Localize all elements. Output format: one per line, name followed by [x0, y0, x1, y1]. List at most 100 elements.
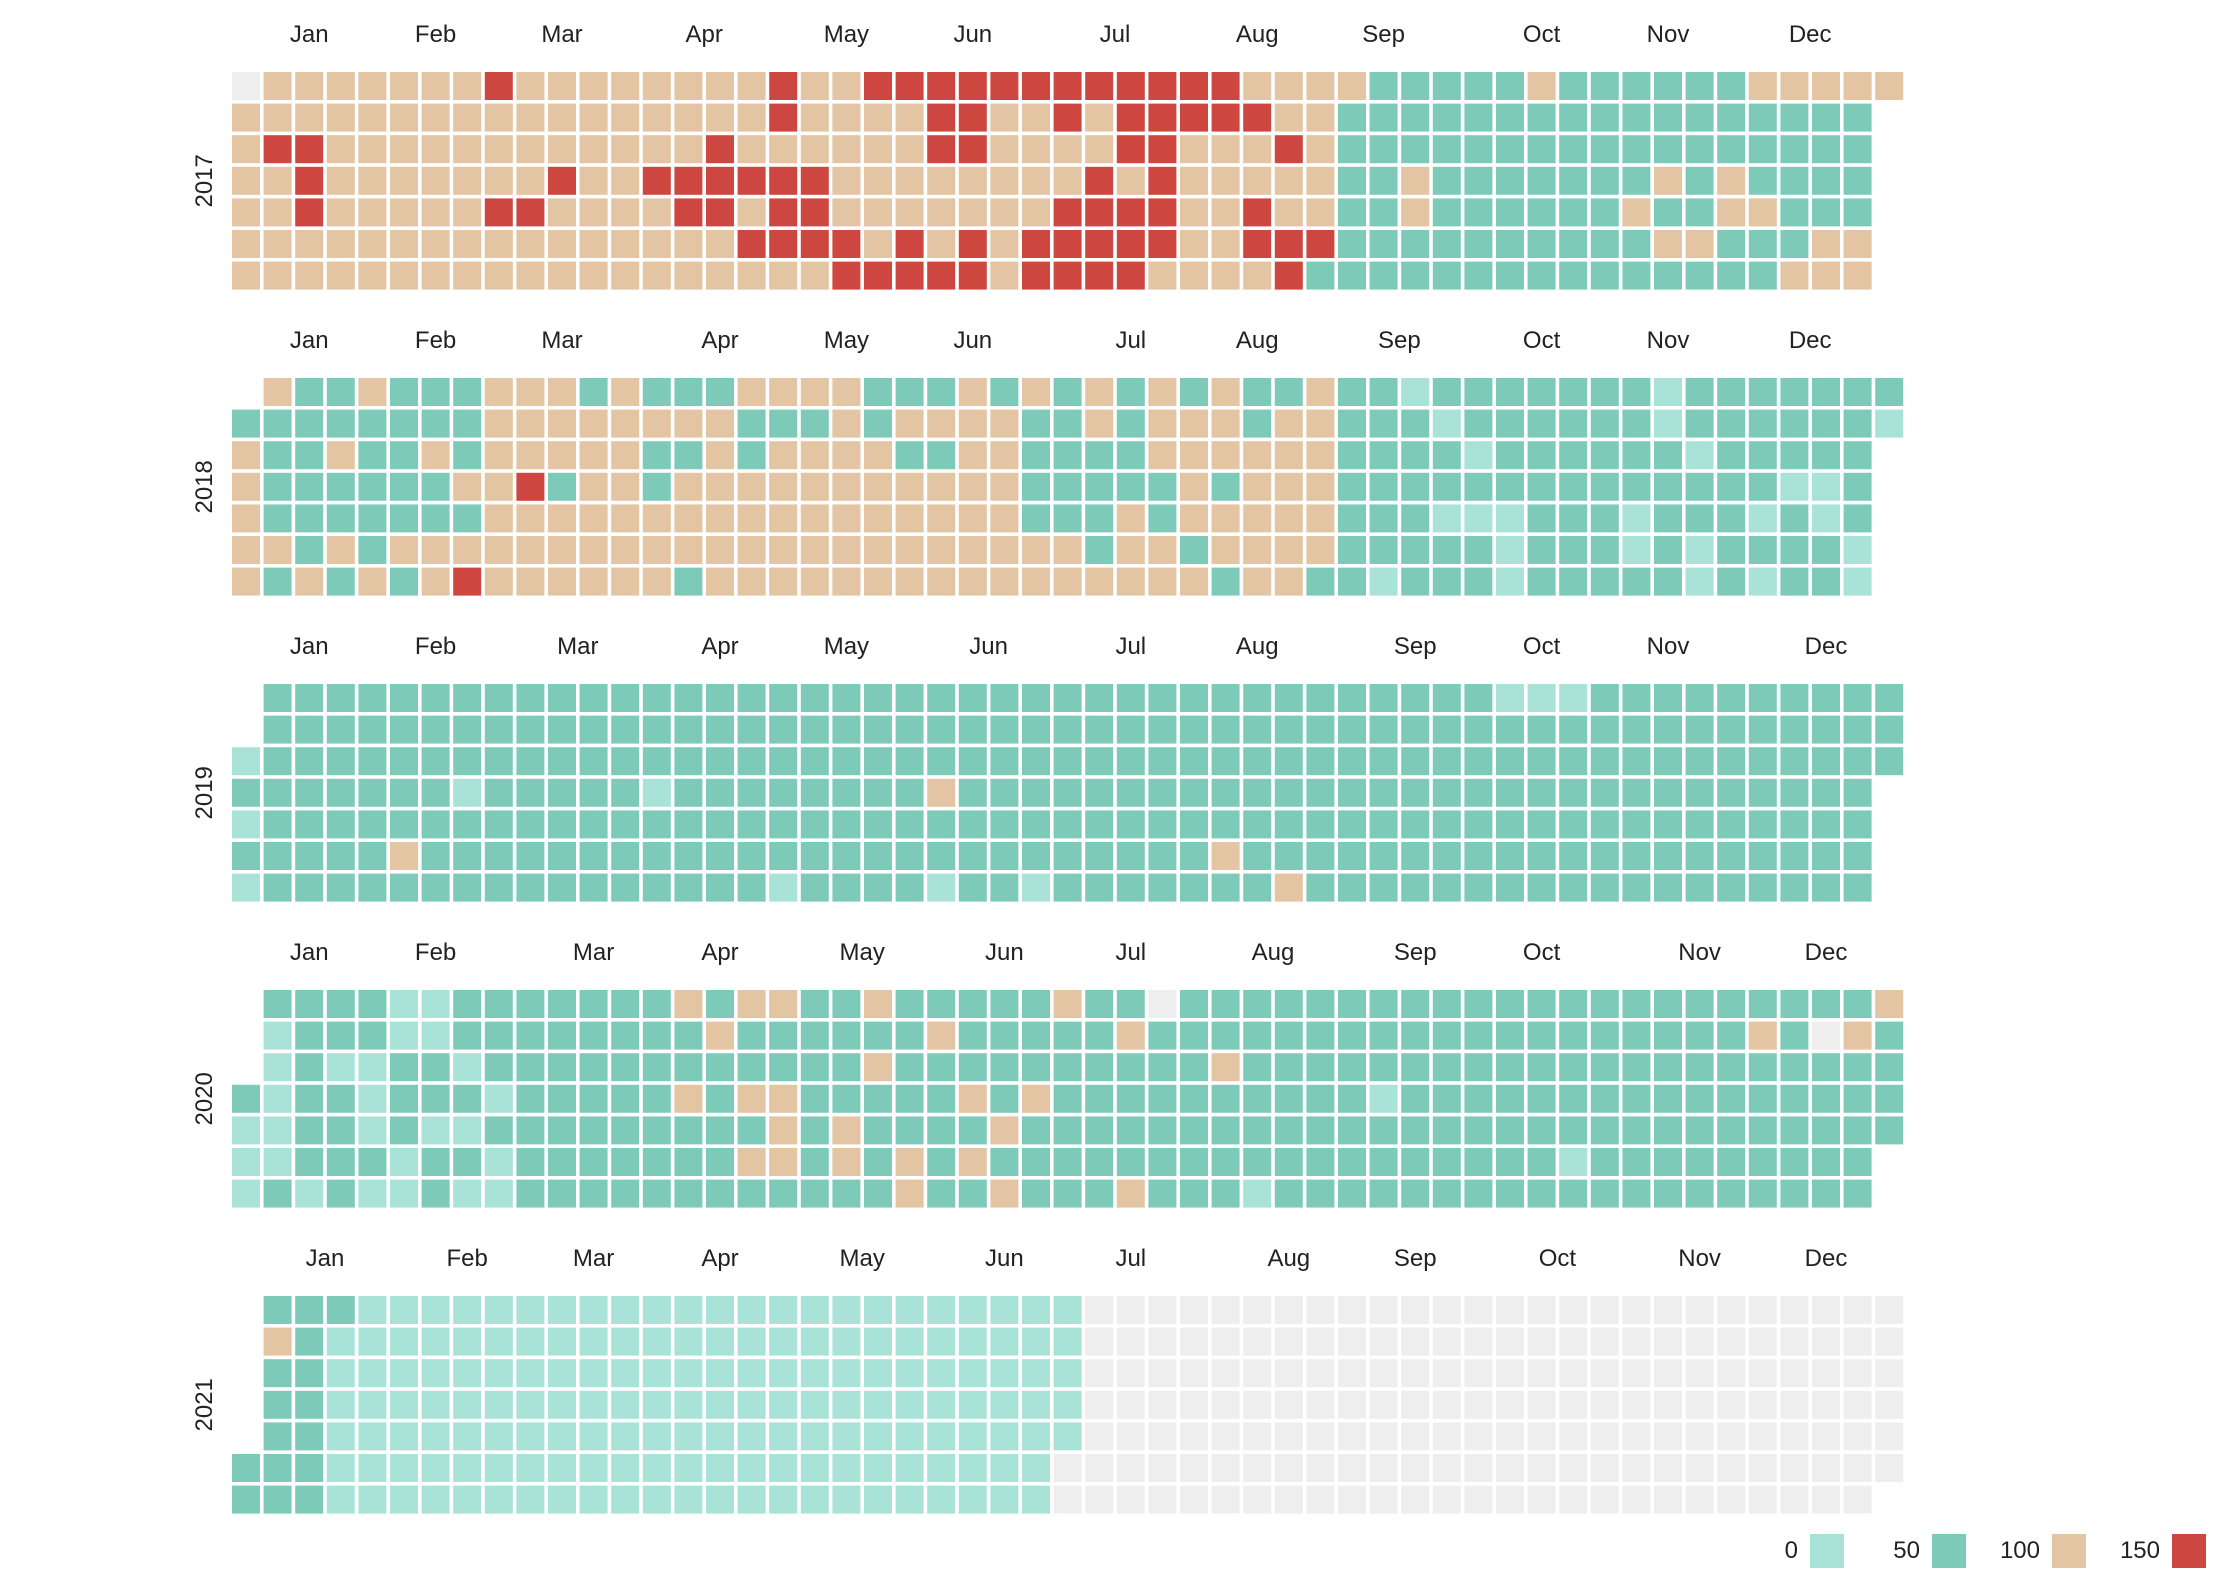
day-cell	[958, 409, 987, 438]
day-cell	[706, 504, 734, 533]
day-cell	[1717, 842, 1746, 870]
day-cell	[1116, 1327, 1145, 1356]
day-cell	[1780, 810, 1809, 839]
day-cell	[1654, 1390, 1682, 1419]
day-cell	[706, 135, 734, 164]
day-cell	[1843, 990, 1872, 1018]
day-cell	[326, 441, 355, 470]
day-cell	[1243, 1454, 1272, 1482]
day-cell	[1148, 1179, 1177, 1208]
day-cell	[358, 1296, 387, 1324]
day-cell	[990, 1148, 1019, 1176]
day-cell	[358, 1359, 387, 1388]
day-cell	[484, 778, 513, 807]
month-label-sep: Sep	[1394, 939, 1437, 966]
day-cell	[1559, 1116, 1588, 1145]
day-cell	[516, 103, 545, 132]
day-cell	[390, 1084, 418, 1113]
day-cell	[706, 230, 734, 258]
day-cell	[453, 198, 482, 227]
day-cell	[927, 684, 956, 712]
day-cell	[1053, 778, 1082, 807]
day-cell	[326, 1021, 355, 1050]
day-cell	[1274, 198, 1303, 227]
day-cell	[927, 472, 956, 501]
day-cell	[421, 1053, 450, 1082]
day-cell	[516, 873, 545, 902]
day-cell	[706, 747, 734, 776]
day-cell	[263, 1116, 292, 1145]
day-cell	[1116, 1084, 1145, 1113]
day-cell	[1780, 135, 1809, 164]
day-cell	[1780, 261, 1809, 290]
day-cell	[1812, 1084, 1840, 1113]
day-cell	[1053, 261, 1082, 290]
day-cell	[1306, 715, 1335, 744]
day-cell	[769, 1327, 798, 1356]
day-cell	[1306, 504, 1335, 533]
day-cell	[1717, 472, 1746, 501]
day-cell	[232, 135, 260, 164]
day-cell	[579, 715, 608, 744]
day-cell	[832, 1179, 861, 1208]
legend-swatch	[2172, 1534, 2206, 1568]
day-cell	[800, 1485, 829, 1514]
day-cell	[1622, 261, 1651, 290]
day-cell	[453, 778, 482, 807]
day-cell	[295, 1084, 324, 1113]
day-cell	[1306, 1116, 1335, 1145]
day-cell	[484, 990, 513, 1018]
day-cell	[1211, 1084, 1240, 1113]
day-cell	[642, 1084, 671, 1113]
day-cell	[516, 504, 545, 533]
day-cell	[1085, 715, 1114, 744]
day-cell	[1085, 472, 1114, 501]
day-cell	[1875, 747, 1904, 776]
day-cell	[453, 135, 482, 164]
day-cell	[611, 472, 640, 501]
day-cell	[484, 1390, 513, 1419]
day-cell	[1148, 1021, 1177, 1050]
day-cell	[927, 1454, 956, 1482]
day-cell	[263, 72, 292, 100]
day-cell	[1274, 567, 1303, 596]
day-cell	[895, 990, 924, 1018]
day-cell	[1559, 1454, 1588, 1482]
day-cell	[706, 536, 734, 564]
day-cell	[800, 1179, 829, 1208]
day-cell	[1211, 1327, 1240, 1356]
day-cell	[1180, 778, 1208, 807]
day-cell	[1211, 504, 1240, 533]
day-cell	[1780, 1454, 1809, 1482]
day-cell	[295, 409, 324, 438]
day-cell	[1748, 1359, 1777, 1388]
day-cell	[1559, 166, 1588, 195]
day-cell	[1022, 1179, 1050, 1208]
day-cell	[263, 198, 292, 227]
day-cell	[895, 778, 924, 807]
day-cell	[674, 166, 703, 195]
day-cell	[706, 1084, 734, 1113]
day-cell	[358, 261, 387, 290]
day-cell	[326, 1422, 355, 1451]
day-cell	[1843, 261, 1872, 290]
day-cell	[326, 1390, 355, 1419]
day-cell	[1432, 567, 1461, 596]
day-cell	[1654, 261, 1682, 290]
day-cell	[706, 1422, 734, 1451]
day-cell	[674, 103, 703, 132]
day-cell	[611, 72, 640, 100]
day-cell	[737, 1021, 766, 1050]
day-cell	[1717, 1148, 1746, 1176]
day-cell	[1116, 441, 1145, 470]
day-cell	[1180, 198, 1208, 227]
day-cell	[1306, 747, 1335, 776]
day-cell	[1685, 1296, 1714, 1324]
day-cell	[642, 684, 671, 712]
day-cell	[706, 684, 734, 712]
day-cell	[1464, 1327, 1493, 1356]
day-cell	[1654, 72, 1682, 100]
day-cell	[611, 684, 640, 712]
day-cell	[263, 472, 292, 501]
